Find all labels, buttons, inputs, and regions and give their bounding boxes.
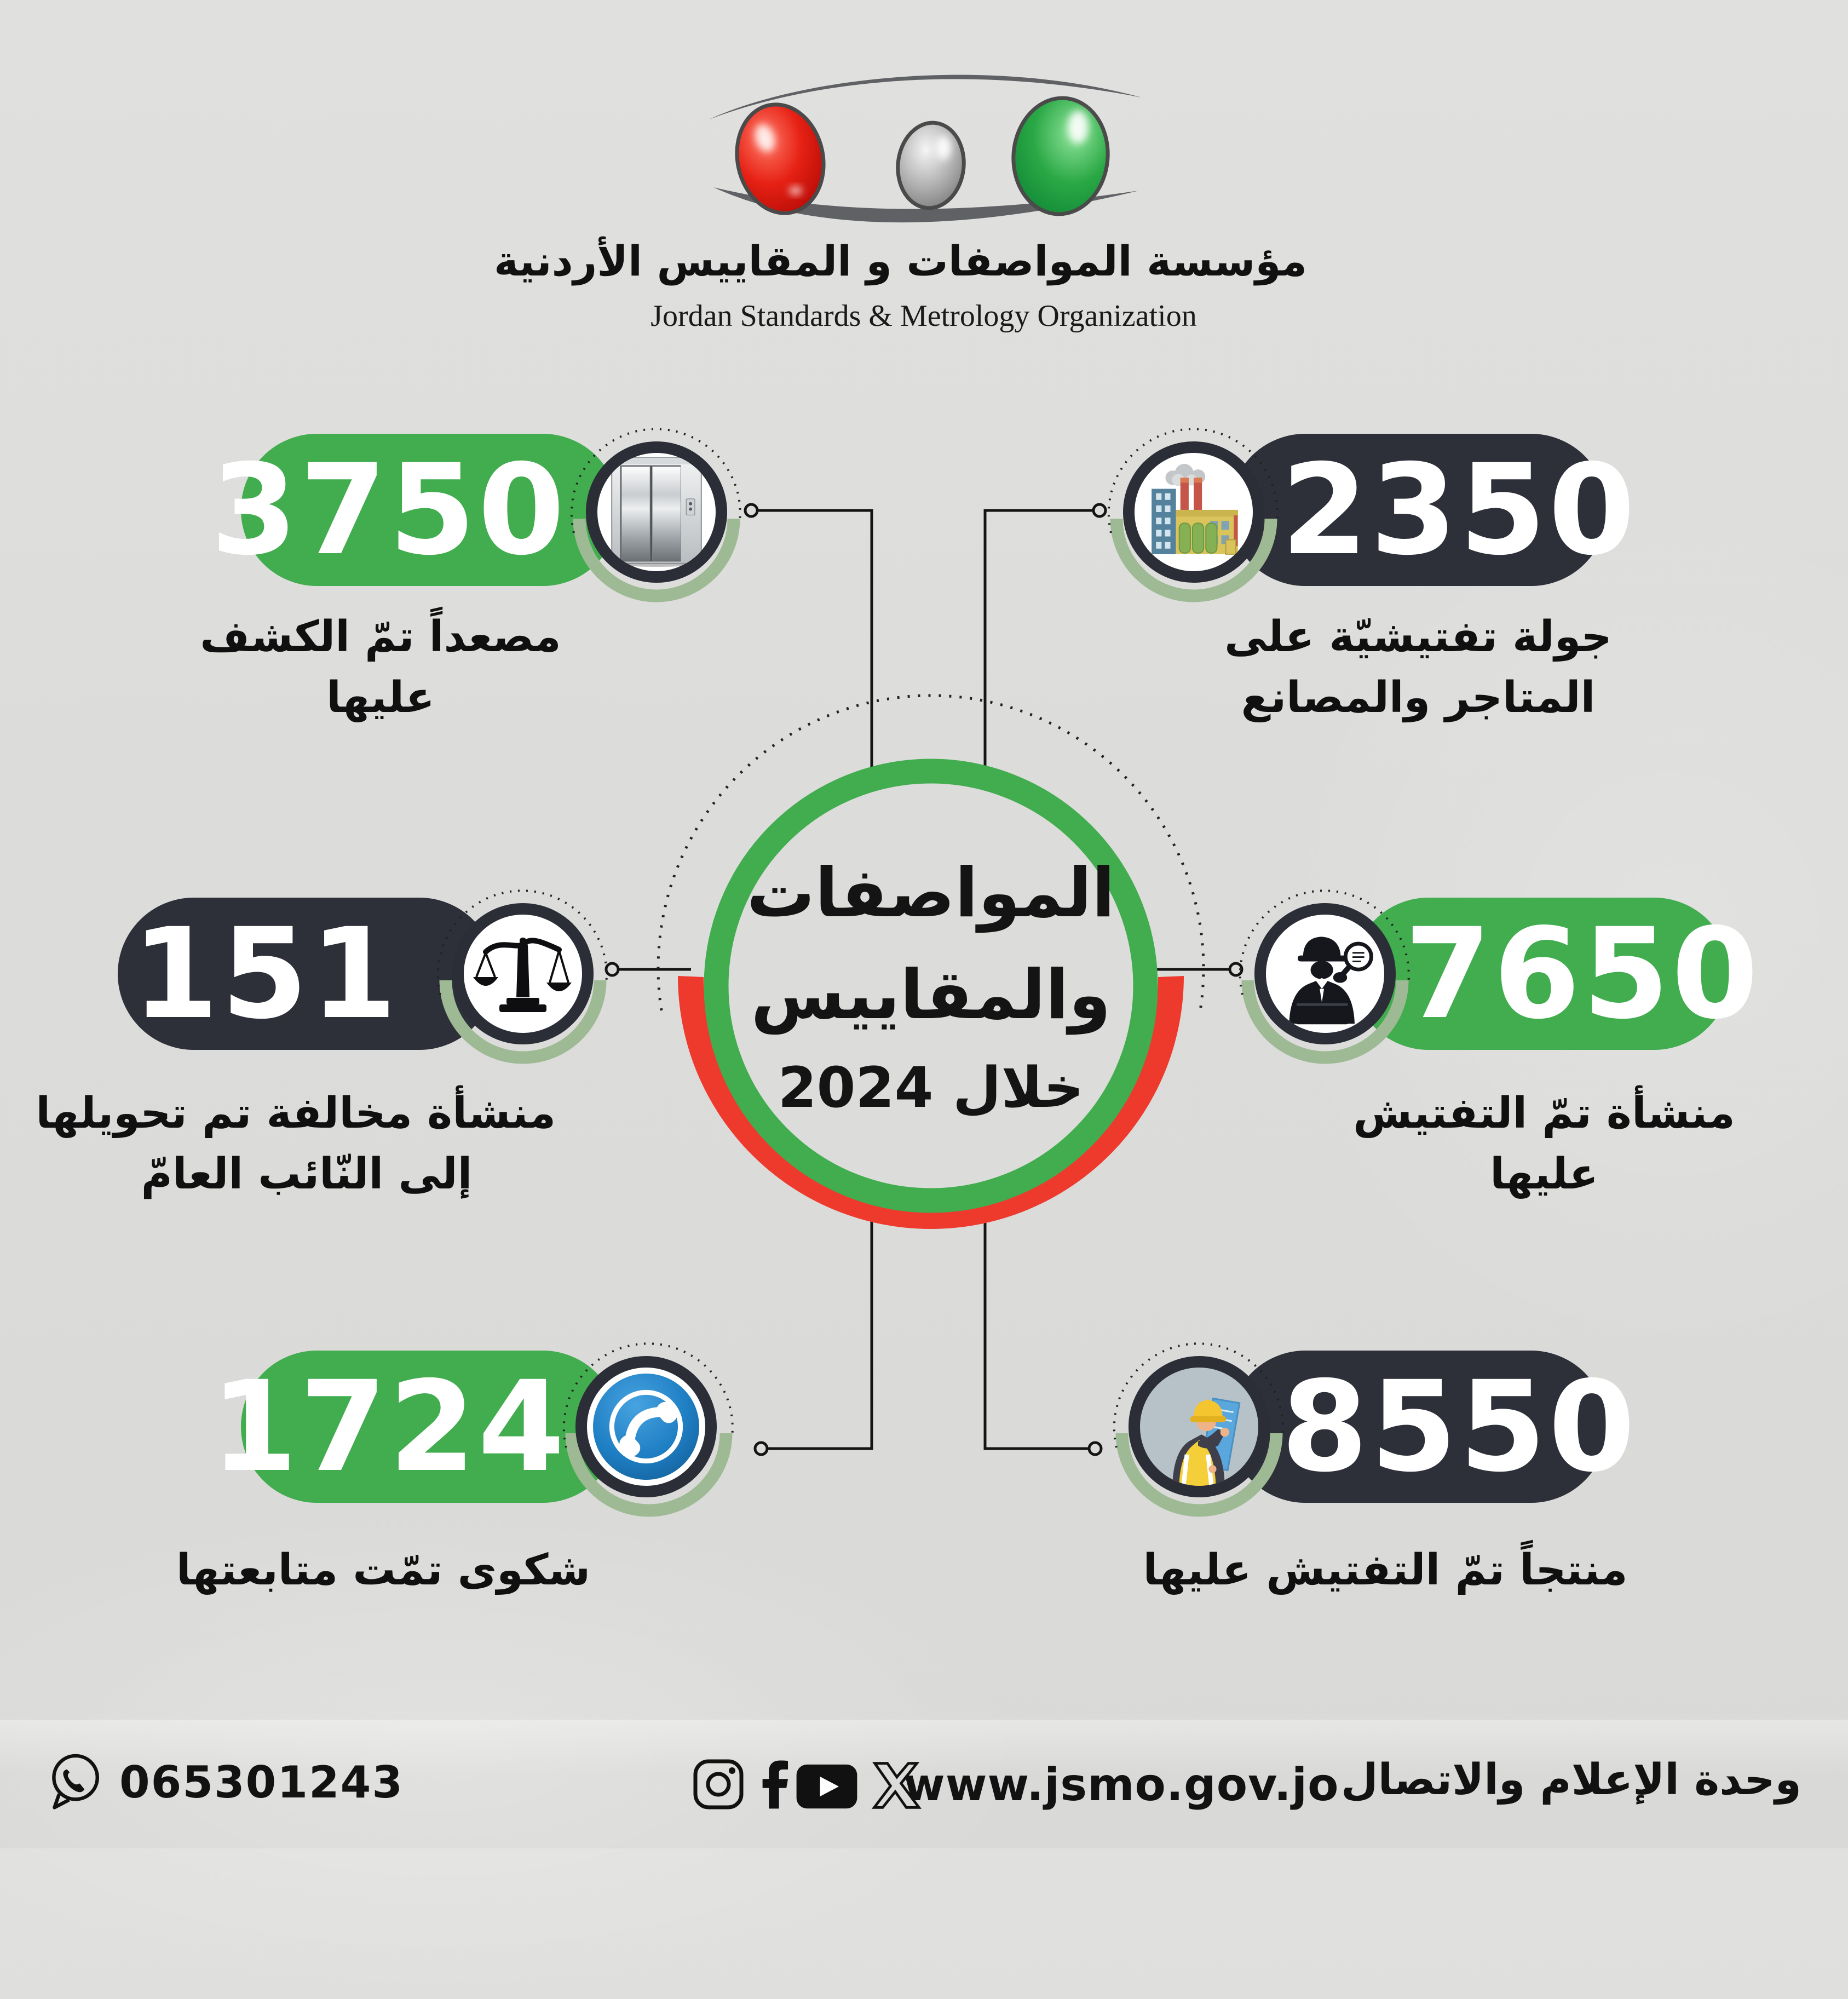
stat-caption-elevators: مصعداً تمّ الكشف عليها [134,607,627,728]
jsmo-logo [709,74,1142,223]
center-title-line: خلال 2024 [778,1055,1084,1121]
icon-crescents [439,518,1409,1517]
justice-scales-icon [473,938,572,1012]
stat-caption-facilities: منشأة تمّ التفتيش عليها [1298,1083,1791,1205]
youtube-icon[interactable] [795,1764,859,1810]
stat-pill-products: 8550 [1229,1351,1635,1503]
caption-line: عليها [1490,1149,1598,1199]
footer-unit-name: وحدة الإعلام والاتصال [1340,1755,1801,1805]
whatsapp-icon [52,1754,99,1810]
center-dotted-arc [657,694,1205,1011]
phone-icon [593,1374,699,1480]
stat-value: 2350 [1281,437,1638,583]
org-name-arabic: مؤسسة المواصفات و المقاييس الأردنية [493,237,1307,285]
worker-icon-circle [1129,1356,1270,1497]
facebook-icon[interactable] [757,1755,788,1812]
footer-phone-number[interactable]: 065301243 [119,1757,404,1808]
stat-caption-products: منتجاً تمّ التفتيش عليها [1139,1540,1632,1601]
logo-green-blob [1011,96,1110,216]
elevator-icon-circle [586,441,727,583]
center-title: المواصفات والمقاييس خلال 2024 [717,808,1144,1164]
stat-value: 151 [132,901,399,1047]
justice-scales-icon-circle [452,903,594,1044]
stat-pill-elevators: 3750 [211,434,619,586]
caption-line: إلى النّائب العامّ [141,1149,473,1199]
stat-pill-complaints: 1724 [211,1351,619,1503]
x-icon[interactable] [870,1759,922,1812]
connector-lines [605,503,1243,1456]
stat-caption-complaints: شكوى تمّت متابعتها [137,1540,630,1601]
worker-icon [1172,1397,1241,1486]
elevator-icon [611,457,702,567]
org-name-english: Jordan Standards & Metrology Organizatio… [650,299,1197,333]
logo-bottom-swoosh [713,187,1139,223]
inspector-icon [1289,937,1373,1025]
center-green-ring [704,759,1158,1213]
stat-value: 1724 [210,1354,567,1500]
footer-website[interactable]: www.jsmo.gov.jo [903,1759,1339,1811]
caption-line: المتاجر والمصانع [1241,673,1596,722]
phone-icon-circle [575,1356,717,1497]
icon-dotted-arcs [436,428,1410,1448]
stat-value: 3750 [210,437,567,583]
stat-pill-facilities: 7650 [1352,898,1758,1050]
center-title-line: والمقاييس [751,955,1111,1035]
caption-line: شكوى تمّت متابعتها [176,1546,591,1595]
instagram-icon[interactable] [691,1757,746,1812]
stat-value: 7650 [1404,901,1761,1047]
center-title-line: المواصفات [746,853,1115,933]
caption-line: عليها [326,673,435,722]
inspector-icon-circle [1254,903,1396,1044]
caption-line: منشأة مخالفة تم تحويلها [36,1089,556,1138]
stat-caption-violations: منشأة مخالفة تم تحويلها إلى النّائب العا… [36,1083,556,1205]
stat-pill-violations: 151 [118,898,496,1050]
stat-caption-inspection-tours: جولة تفتيشيّة على المتاجر والمصانع [1172,607,1665,728]
stat-pill-inspection-tours: 2350 [1229,434,1635,586]
caption-line: منشأة تمّ التفتيش [1353,1089,1735,1138]
diagram-decor-layer [436,428,1410,1517]
caption-line: منتجاً تمّ التفتيش عليها [1143,1546,1628,1595]
factory-icon-circle [1123,441,1264,583]
caption-line: جولة تفتيشيّة على [1224,612,1612,662]
logo-silver-blob [896,120,966,210]
stat-value: 8550 [1281,1354,1638,1500]
caption-line: مصعداً تمّ الكشف [200,612,561,662]
factory-icon [1152,464,1238,555]
logo-red-blob [735,102,826,215]
